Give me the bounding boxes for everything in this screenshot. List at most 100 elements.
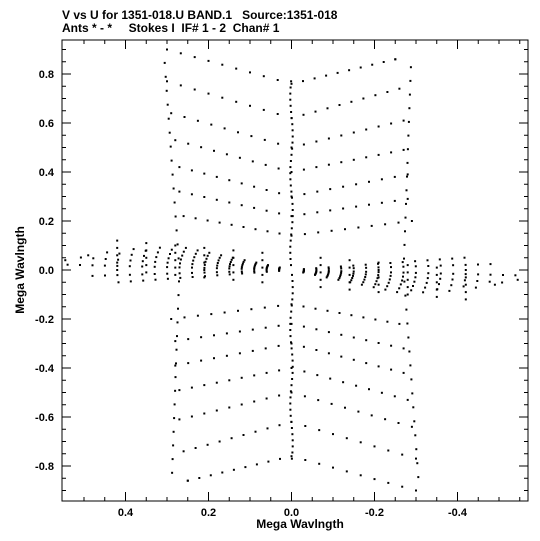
uv-point: [278, 369, 281, 372]
uv-point: [289, 239, 292, 242]
uv-point: [254, 264, 257, 267]
uv-point: [291, 298, 294, 301]
uv-point: [221, 96, 224, 99]
uv-point: [360, 283, 363, 286]
uv-point: [175, 229, 178, 232]
uv-point: [302, 269, 305, 272]
uv-point: [364, 263, 367, 266]
uv-point: [192, 259, 195, 262]
uv-point: [187, 142, 190, 145]
y-tick-label: -0.4: [35, 363, 55, 375]
uv-point: [153, 265, 156, 268]
uv-point: [117, 258, 120, 261]
uv-point: [290, 146, 293, 149]
uv-point: [215, 409, 218, 412]
uv-point: [249, 71, 251, 74]
uv-point: [329, 188, 332, 191]
uv-point: [329, 377, 332, 380]
uv-point: [291, 433, 294, 436]
uv-point: [303, 233, 306, 236]
uv-point: [406, 197, 409, 200]
uv-point: [370, 224, 373, 227]
uv-point: [290, 420, 293, 423]
uv-point: [397, 422, 400, 424]
uv-point: [276, 79, 279, 81]
uv-point: [174, 340, 177, 343]
uv-point: [253, 206, 256, 209]
uv-point: [302, 80, 304, 83]
uv-point: [174, 389, 177, 392]
uv-point: [225, 153, 228, 156]
uv-point: [278, 192, 281, 195]
uv-point: [318, 429, 321, 432]
uv-point: [374, 318, 377, 321]
uv-point: [277, 167, 280, 170]
uv-point: [175, 362, 177, 365]
uv-point: [406, 286, 409, 289]
uv-point: [232, 249, 235, 252]
uv-point: [291, 123, 294, 126]
uv-point: [210, 313, 213, 316]
uv-point: [277, 304, 280, 307]
uv-point: [183, 316, 186, 319]
y-tick-label: 0.2: [39, 216, 54, 228]
uv-point: [403, 243, 406, 246]
uv-point: [406, 293, 409, 296]
uv-point: [414, 260, 417, 263]
uv-point: [351, 277, 354, 279]
uv-point: [396, 291, 399, 294]
uv-point: [267, 264, 269, 267]
uv-point: [174, 251, 177, 254]
uv-point: [330, 402, 333, 405]
uv-point: [389, 274, 392, 277]
uv-point: [106, 251, 109, 254]
uv-point: [172, 187, 175, 190]
uv-point: [118, 252, 121, 255]
uv-point: [289, 178, 292, 181]
uv-point: [422, 291, 425, 294]
uv-point: [178, 418, 181, 421]
uv-point: [377, 262, 379, 265]
uv-point: [265, 268, 268, 271]
uv-point: [291, 215, 294, 218]
uv-point: [213, 149, 215, 152]
uv-point: [340, 333, 343, 336]
uv-point: [228, 270, 231, 273]
uv-point: [116, 246, 119, 249]
uv-point: [291, 292, 294, 295]
uv-point: [182, 215, 185, 218]
uv-point: [409, 79, 412, 82]
uv-point: [166, 48, 168, 51]
uv-point: [179, 52, 182, 55]
uv-point: [339, 265, 342, 268]
uv-point: [262, 75, 265, 78]
uv-point: [203, 261, 206, 264]
uv-point: [373, 445, 376, 448]
uv-point: [216, 264, 219, 267]
uv-point: [352, 270, 355, 273]
uv-point: [348, 273, 351, 276]
uv-point: [290, 264, 292, 267]
uv-point: [193, 56, 196, 59]
y-axis-label: Mega Wavlngth: [13, 226, 27, 314]
uv-point: [451, 257, 454, 260]
uv-point: [359, 474, 362, 477]
uv-point: [128, 265, 131, 268]
uv-point: [174, 364, 177, 367]
uv-point: [220, 254, 223, 257]
y-tick-label: -0.2: [35, 314, 54, 326]
uv-point: [302, 113, 305, 116]
uv-point: [348, 281, 351, 284]
uv-point: [178, 389, 181, 392]
uv-point: [163, 61, 166, 64]
uv-point: [169, 145, 172, 148]
uv-point: [501, 281, 504, 284]
uv-point: [463, 256, 466, 259]
uv-point: [402, 119, 405, 122]
uv-point: [215, 267, 218, 270]
uv-point: [210, 123, 213, 126]
uv-point: [184, 246, 187, 249]
uv-point: [338, 277, 341, 280]
uv-point: [326, 273, 329, 276]
uv-point: [348, 288, 351, 291]
